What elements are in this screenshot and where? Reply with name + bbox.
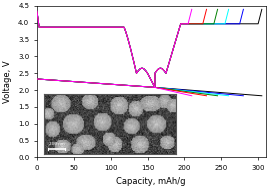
Y-axis label: Voltage, V: Voltage, V (3, 60, 12, 103)
X-axis label: Capacity, mAh/g: Capacity, mAh/g (116, 177, 186, 186)
